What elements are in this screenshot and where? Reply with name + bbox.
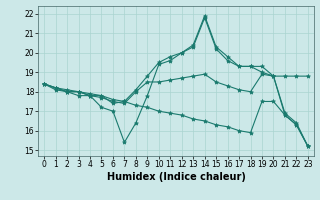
X-axis label: Humidex (Indice chaleur): Humidex (Indice chaleur) (107, 172, 245, 182)
